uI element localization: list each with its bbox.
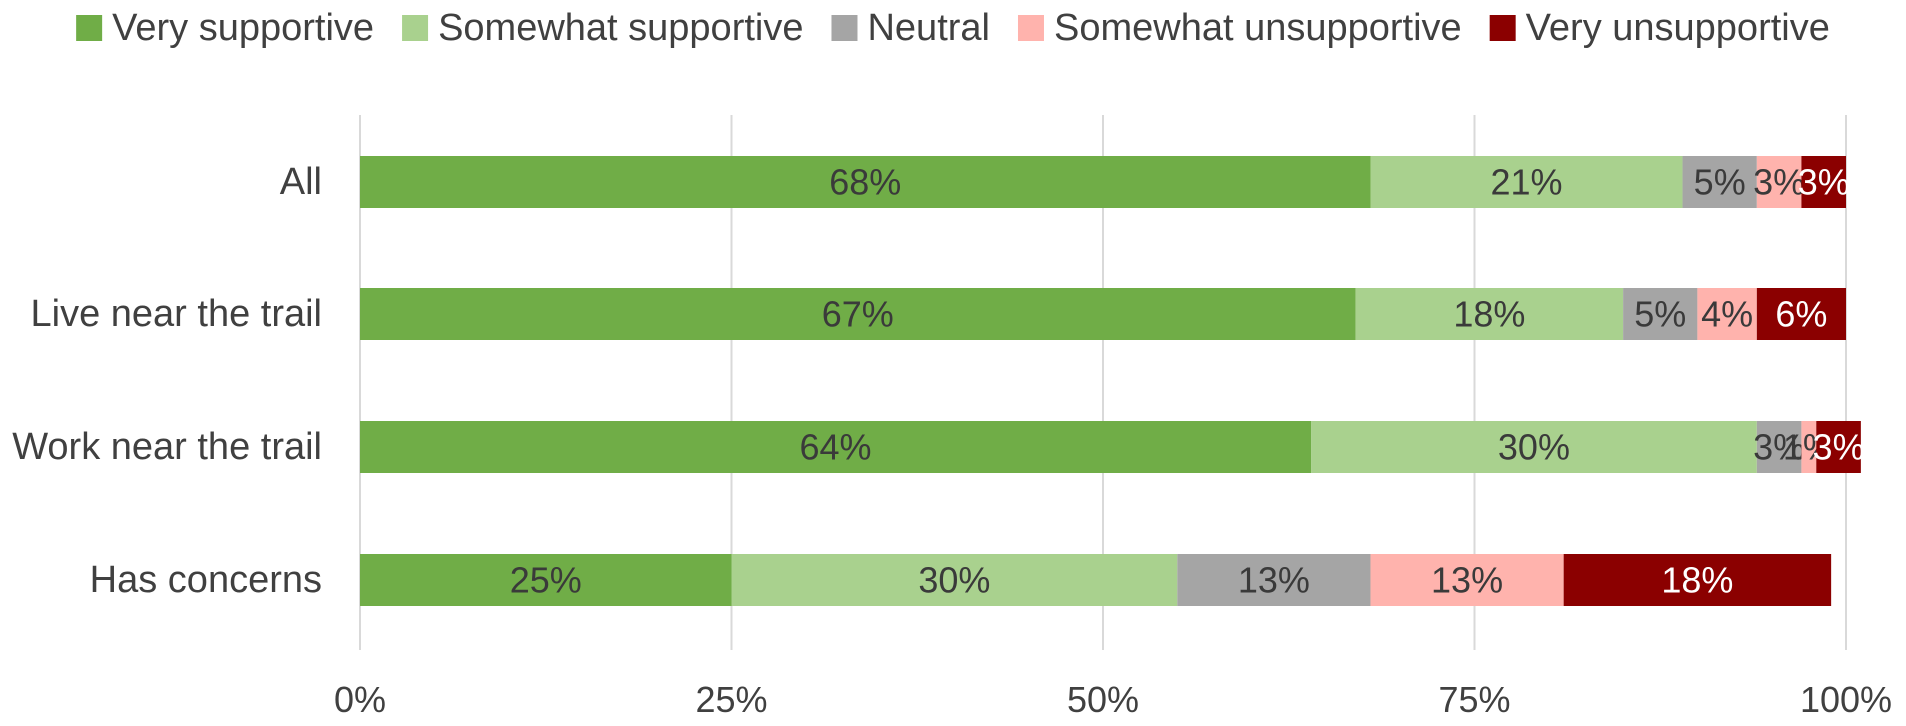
bar-segment: [1801, 156, 1846, 208]
x-tick-label: 0%: [334, 679, 386, 720]
bar-segment: [1563, 554, 1832, 606]
bar-segment: [1355, 288, 1624, 340]
category-label: All: [280, 161, 322, 203]
bars: 68% 21% 5% 3%3%67% 18% 5% 4% 6%64% 30% 3%1%3%25% 3…: [360, 156, 1865, 606]
legend-swatch: [1017, 15, 1044, 41]
bar-data-label: 3%: [1813, 427, 1865, 468]
bar-segment: [360, 288, 1356, 340]
legend-label: Somewhat supportive: [438, 7, 803, 49]
bar-segment: [1623, 288, 1698, 340]
legend-swatch: [402, 15, 429, 41]
x-tick-label: 75%: [1438, 679, 1510, 720]
category-labels: All Live near the trail Work near the trai…: [12, 161, 322, 601]
legend: Very supportive Somewhat supportive Neutra…: [76, 7, 1830, 49]
x-tick-label: 50%: [1067, 679, 1139, 720]
bar-segment: [1756, 156, 1802, 208]
bar-data-label: 3%: [1753, 162, 1805, 203]
bar-data-label: 3%: [1798, 162, 1850, 203]
bar-data-label: 18%: [1453, 294, 1525, 335]
bar-segment: [1756, 288, 1846, 340]
bar-data-label: 13%: [1238, 560, 1310, 601]
legend-label: Somewhat unsupportive: [1054, 7, 1462, 49]
bar-data-label: 67%: [822, 294, 894, 335]
bar-segment: [1801, 421, 1817, 473]
bar-segment: [1311, 421, 1757, 473]
bar-data-label: 18%: [1661, 560, 1733, 601]
bar-data-label: 13%: [1431, 560, 1503, 601]
legend-swatch: [76, 15, 103, 41]
bar-data-label: 5%: [1634, 294, 1686, 335]
bar-data-label: 5%: [1694, 162, 1746, 203]
bar-segment: [360, 156, 1371, 208]
legend-label: Neutral: [867, 7, 990, 49]
bar-segment: [360, 421, 1312, 473]
legend-swatch: [1489, 15, 1516, 41]
bar-data-label: 3%: [1753, 427, 1805, 468]
bar-data-label: 25%: [510, 560, 582, 601]
legend-label: Very unsupportive: [1526, 7, 1830, 49]
bar-segment: [1816, 421, 1861, 473]
bar-segment: [1177, 554, 1371, 606]
bar-data-label: 21%: [1490, 162, 1562, 203]
bar-segment: [1370, 156, 1683, 208]
category-label: Has concerns: [90, 559, 322, 601]
bar-segment: [1756, 421, 1802, 473]
x-tick-label: 25%: [695, 679, 767, 720]
category-label: Live near the trail: [31, 293, 323, 335]
bar-data-label: 4%: [1701, 294, 1753, 335]
bar-data-label: 6%: [1775, 294, 1827, 335]
bar-data-label: 30%: [1498, 427, 1570, 468]
x-axis-tick-labels: 0% 25% 50% 75% 100%: [334, 679, 1892, 720]
bar-data-label: 30%: [918, 560, 990, 601]
bar-segment: [731, 554, 1178, 606]
bar-data-label: 68%: [829, 162, 901, 203]
bar-data-label: 64%: [799, 427, 871, 468]
legend-label: Very supportive: [112, 7, 374, 49]
x-tick-label: 100%: [1800, 679, 1892, 720]
bar-segment: [360, 554, 732, 606]
bar-segment: [1682, 156, 1757, 208]
legend-swatch: [831, 15, 858, 41]
category-label: Work near the trail: [12, 426, 322, 468]
bar-segment: [1370, 554, 1564, 606]
bar-segment: [1697, 288, 1757, 340]
